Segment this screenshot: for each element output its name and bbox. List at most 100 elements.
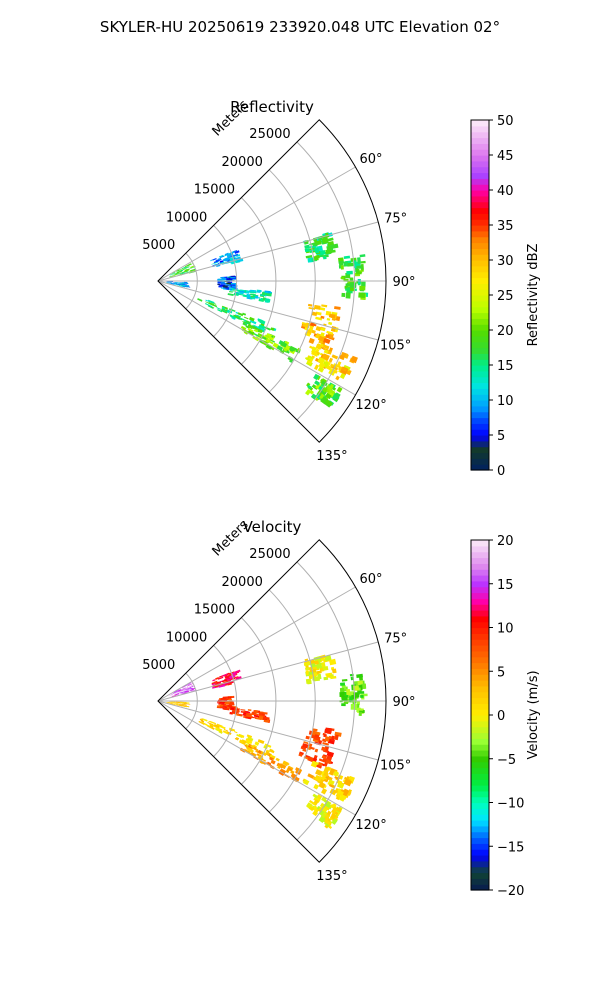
echo-gate bbox=[187, 263, 193, 267]
echo-gate bbox=[328, 383, 335, 391]
echo-gate bbox=[170, 703, 175, 705]
echo-gate bbox=[175, 271, 180, 274]
echo-gate bbox=[328, 783, 334, 788]
azimuth-tick-label: 120° bbox=[355, 398, 386, 413]
echo-gate bbox=[270, 327, 275, 331]
echo-gate bbox=[177, 702, 184, 704]
range-tick-label: 15000 bbox=[194, 183, 235, 198]
echo-gate bbox=[343, 255, 351, 260]
echo-gate bbox=[234, 737, 239, 741]
colorbar-swatch bbox=[471, 382, 489, 389]
range-tick-label: 5000 bbox=[142, 658, 175, 673]
colorbar-swatch bbox=[471, 685, 489, 693]
colorbar-swatch bbox=[471, 767, 489, 774]
echo-gate bbox=[320, 806, 328, 813]
echo-gate bbox=[179, 689, 185, 692]
echo-gate bbox=[247, 736, 254, 742]
echo-gate bbox=[295, 768, 300, 774]
echo-gate bbox=[228, 703, 235, 706]
echo-gate bbox=[321, 304, 328, 308]
echo-gate bbox=[220, 282, 225, 284]
echo-gate bbox=[246, 739, 253, 745]
colorbar-swatch bbox=[471, 137, 489, 144]
echo-gate bbox=[318, 362, 326, 369]
echo-gate bbox=[167, 702, 172, 703]
azimuth-gridline bbox=[157, 586, 356, 702]
colorbar-swatch bbox=[471, 843, 489, 850]
echo-gate bbox=[172, 273, 177, 275]
echo-gate bbox=[187, 687, 193, 691]
echo-gate bbox=[246, 293, 251, 298]
echo-gate bbox=[190, 265, 195, 269]
echo-gate bbox=[316, 731, 321, 736]
colorbar-swatch bbox=[471, 155, 489, 162]
echo-gate bbox=[311, 311, 318, 317]
echo-gate bbox=[258, 716, 264, 720]
echo-gate bbox=[322, 344, 330, 350]
echo-gate bbox=[189, 689, 194, 692]
echo-gate bbox=[323, 337, 331, 345]
echo-gate bbox=[247, 709, 252, 711]
echo-gate bbox=[223, 728, 229, 732]
echo-gate bbox=[319, 393, 325, 400]
echo-gate bbox=[311, 329, 316, 334]
echo-gate bbox=[169, 275, 175, 278]
echo-gate bbox=[205, 301, 211, 305]
echo-gate bbox=[357, 257, 361, 264]
echo-gate bbox=[320, 812, 326, 819]
colorbar-swatch bbox=[471, 400, 489, 407]
azimuth-gridline bbox=[157, 700, 356, 816]
echo-gate bbox=[219, 254, 224, 258]
echo-gate bbox=[344, 353, 349, 359]
echo-gate bbox=[225, 675, 232, 679]
colorbar-swatch bbox=[471, 365, 489, 372]
colorbar-swatch bbox=[471, 557, 489, 564]
echo-gate bbox=[356, 673, 364, 679]
echo-gate bbox=[231, 288, 235, 291]
echo-gate bbox=[251, 325, 257, 330]
echo-gate bbox=[180, 702, 184, 704]
echo-gate bbox=[304, 247, 310, 253]
echo-gate bbox=[222, 278, 227, 281]
echo-gate bbox=[233, 672, 237, 676]
colorbar-swatch bbox=[471, 225, 489, 232]
echo-gate bbox=[207, 299, 215, 304]
echo-gate bbox=[234, 256, 241, 261]
echo-gate bbox=[226, 677, 233, 681]
echo-gate bbox=[303, 662, 311, 667]
echo-gate bbox=[316, 664, 323, 670]
echo-gate bbox=[170, 703, 176, 705]
echo-gate bbox=[293, 347, 301, 354]
echo-gate bbox=[332, 803, 337, 807]
echo-gate bbox=[230, 707, 235, 711]
echo-gate bbox=[179, 704, 186, 707]
echo-gate bbox=[220, 706, 226, 709]
echo-gate bbox=[328, 825, 333, 830]
colorbar-swatch bbox=[471, 674, 489, 681]
echo-gate bbox=[333, 790, 338, 794]
echo-gate bbox=[191, 687, 196, 691]
colorbar-tick-label: 45 bbox=[497, 149, 514, 164]
echo-gate bbox=[182, 282, 187, 284]
echo-gate bbox=[200, 719, 205, 723]
colorbar-swatch bbox=[471, 318, 489, 325]
colorbar-swatch bbox=[471, 248, 489, 255]
echo-gate bbox=[334, 734, 339, 741]
echo-gate bbox=[169, 272, 176, 276]
azimuth-tick-label: 135° bbox=[316, 869, 347, 884]
azimuth-gridline bbox=[157, 700, 379, 761]
echo-gate bbox=[183, 702, 190, 704]
echo-gate bbox=[335, 375, 340, 381]
colorbar-swatch bbox=[471, 703, 489, 710]
echo-gate bbox=[264, 743, 272, 748]
colorbar-tick-label: 0 bbox=[497, 709, 505, 724]
echo-gate bbox=[259, 326, 266, 331]
echo-gate bbox=[257, 318, 265, 324]
echo-gate bbox=[313, 783, 319, 790]
colorbar-swatch bbox=[471, 335, 489, 343]
colorbar-swatch bbox=[471, 785, 489, 792]
echo-gate bbox=[265, 751, 270, 756]
echo-gate bbox=[233, 709, 240, 713]
echo-gate bbox=[298, 752, 303, 757]
echo-gate bbox=[218, 684, 226, 688]
